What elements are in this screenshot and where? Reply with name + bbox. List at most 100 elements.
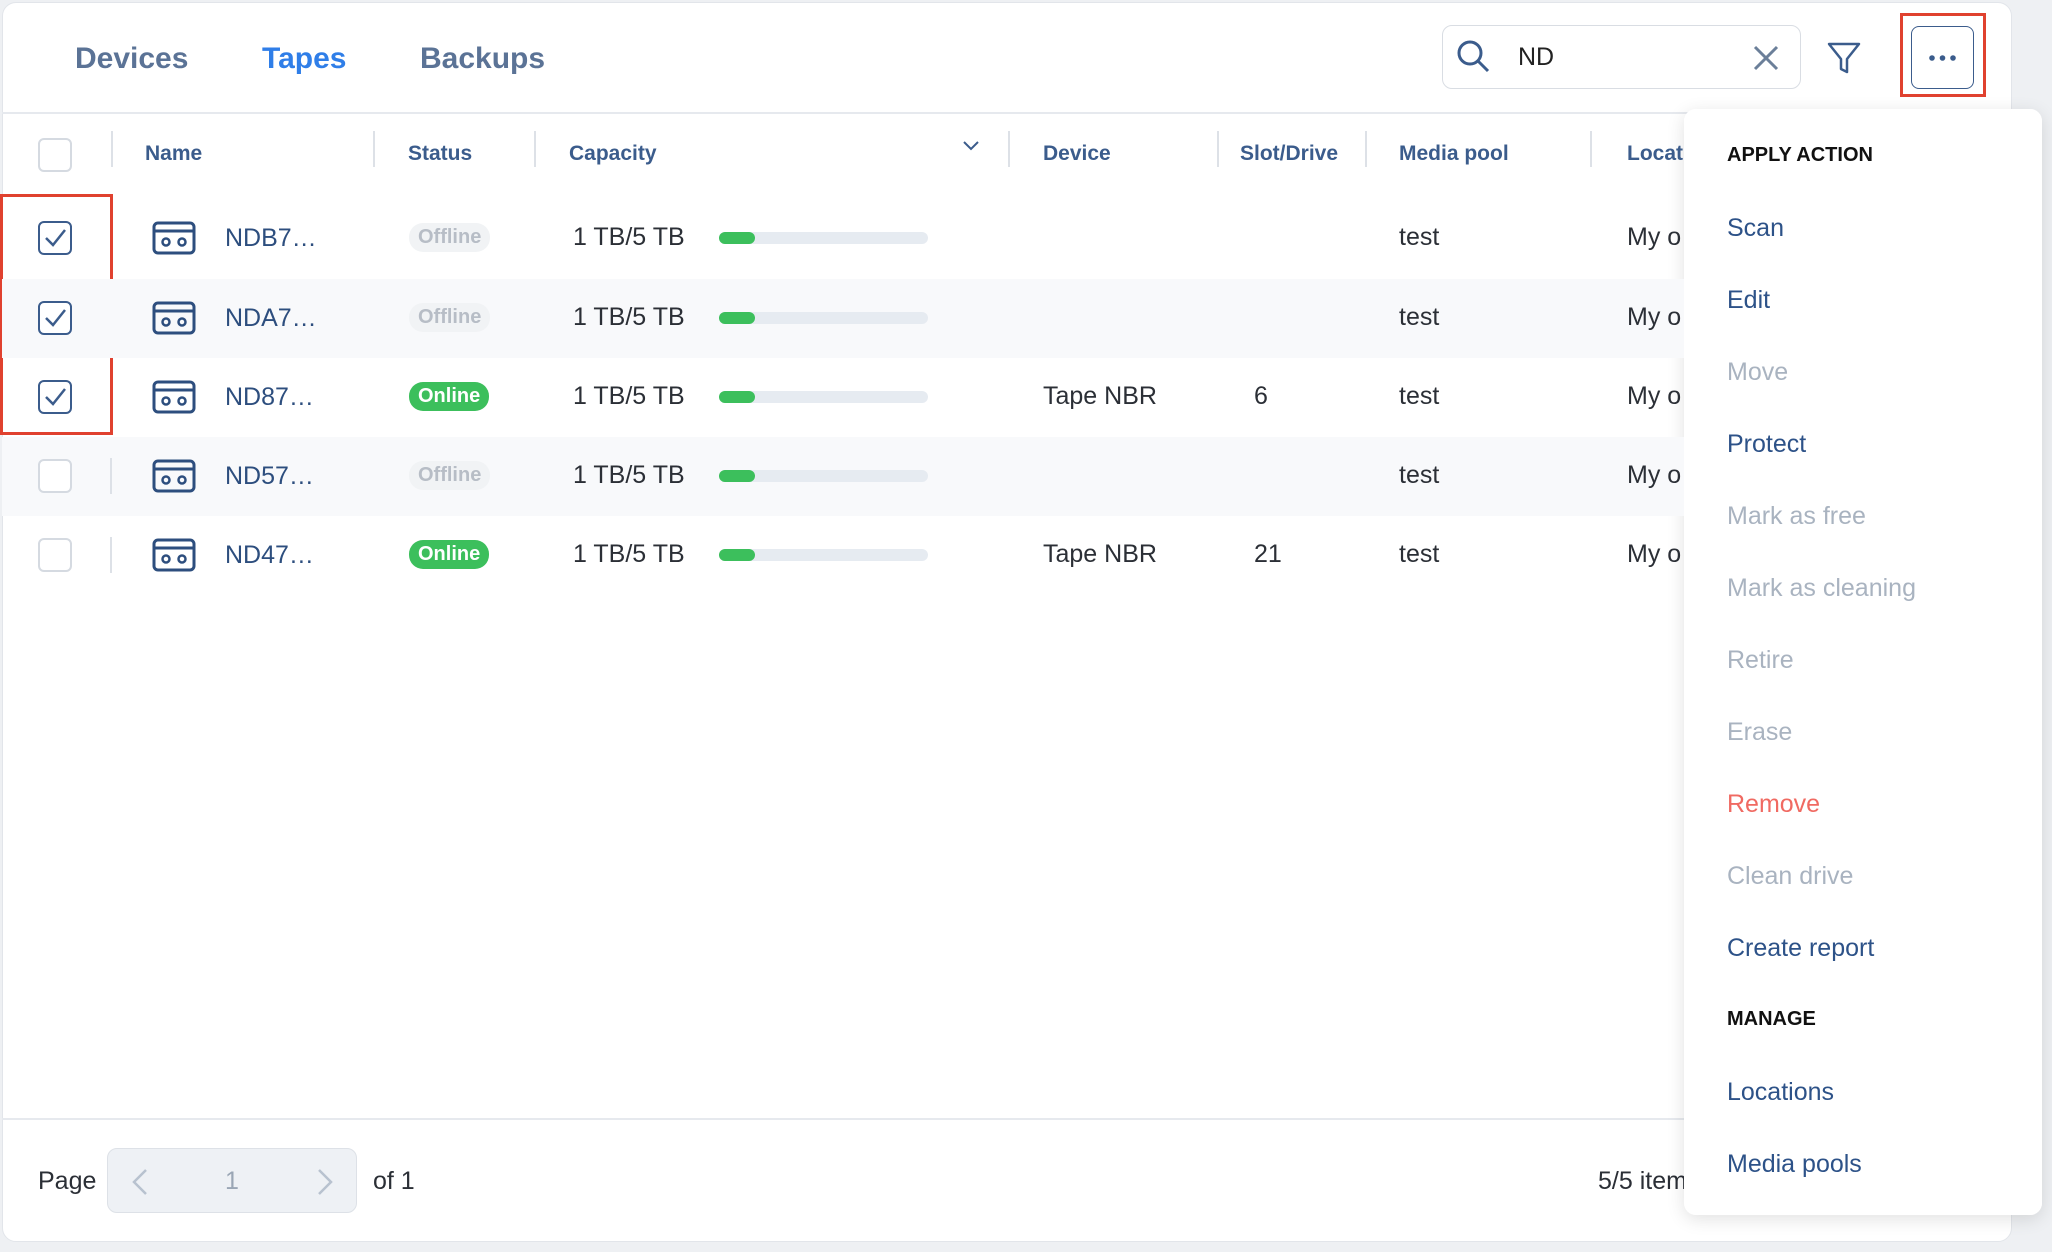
row-checkbox[interactable]: [38, 221, 72, 255]
menu-item[interactable]: Remove: [1727, 790, 1821, 818]
status-badge: Offline: [409, 223, 491, 252]
check-mark: [45, 309, 66, 327]
column-separator: [534, 131, 536, 167]
tab[interactable]: Backups: [420, 42, 546, 75]
menu-item[interactable]: Create report: [1727, 934, 1875, 962]
location: My o: [1627, 382, 1682, 410]
highlight: [1900, 13, 1986, 97]
menu-item: Mark as free: [1727, 502, 1866, 530]
menu-item[interactable]: Edit: [1727, 286, 1771, 314]
media-pool: test: [1399, 303, 1440, 331]
item-count: 5/5 item: [1598, 1167, 1687, 1195]
column-header[interactable]: Device: [1043, 142, 1111, 165]
tape-name[interactable]: ND47…: [225, 541, 314, 569]
capacity-fill: [719, 312, 755, 324]
tape-icon: [152, 220, 196, 261]
column-separator: [1590, 131, 1592, 167]
capacity-bar: [719, 549, 928, 561]
next-page[interactable]: [315, 1168, 335, 1196]
column-separator: [373, 131, 375, 167]
menu-item[interactable]: Scan: [1727, 214, 1784, 242]
tape-name[interactable]: ND87…: [225, 383, 314, 411]
menu-item: Mark as cleaning: [1727, 574, 1916, 602]
tab[interactable]: Devices: [75, 42, 189, 75]
column-separator: [111, 131, 113, 167]
column-header[interactable]: Media pool: [1399, 142, 1509, 165]
menu-surface: [1684, 109, 2042, 1215]
tape-icon: [152, 300, 196, 341]
tape-icon-svg: [152, 380, 196, 414]
media-pool: test: [1399, 540, 1440, 568]
capacity: 1 TB/5 TB: [573, 223, 685, 251]
column-separator: [1365, 131, 1367, 167]
column-separator: [1008, 131, 1010, 167]
device: Tape NBR: [1043, 382, 1157, 410]
panel: [2, 2, 2012, 1242]
page-label: Page: [38, 1167, 97, 1195]
status-badge: Offline: [409, 461, 491, 490]
capacity: 1 TB/5 TB: [573, 540, 685, 568]
capacity-bar: [719, 470, 928, 482]
footer-border: [2, 1118, 2010, 1120]
slot: 6: [1254, 382, 1268, 410]
tape-icon: [152, 458, 196, 499]
column-header[interactable]: Status: [408, 142, 473, 165]
slot: 21: [1254, 540, 1282, 568]
media-pool: test: [1399, 223, 1440, 251]
column-separator: [1217, 131, 1219, 167]
filter-button[interactable]: [1826, 40, 1862, 76]
menu-section-title: APPLY ACTION: [1727, 144, 1873, 166]
tape-name[interactable]: NDA7…: [225, 304, 317, 332]
page-number[interactable]: 1: [225, 1167, 239, 1195]
column-header[interactable]: Locat: [1627, 142, 1684, 165]
capacity-bar: [719, 232, 928, 244]
pager: [107, 1148, 357, 1213]
column-header[interactable]: Name: [145, 142, 203, 165]
tape-name[interactable]: NDB7…: [225, 224, 317, 252]
prev-page[interactable]: [130, 1168, 150, 1196]
sort-icon[interactable]: [962, 140, 980, 152]
row-checkbox[interactable]: [38, 380, 72, 414]
capacity-bar: [719, 391, 928, 403]
more-icon: [1929, 55, 1956, 61]
tape-icon-svg: [152, 459, 196, 493]
search-box[interactable]: [1442, 25, 1801, 89]
location: My o: [1627, 540, 1682, 568]
tab[interactable]: Tapes: [262, 42, 347, 75]
capacity-fill: [719, 470, 755, 482]
capacity: 1 TB/5 TB: [573, 461, 685, 489]
tape-icon-svg: [152, 301, 196, 335]
status-badge: Offline: [409, 303, 491, 332]
tape-name[interactable]: ND57…: [225, 462, 314, 490]
capacity: 1 TB/5 TB: [573, 303, 685, 331]
tape-icon-svg: [152, 221, 196, 255]
menu-item[interactable]: Locations: [1727, 1078, 1835, 1106]
select-all[interactable]: [38, 138, 72, 172]
clear-search[interactable]: [1752, 44, 1780, 72]
capacity-bar: [719, 312, 928, 324]
row-checkbox[interactable]: [38, 538, 72, 572]
more-button[interactable]: [1911, 26, 1974, 89]
device: Tape NBR: [1043, 540, 1157, 568]
menu-item: Retire: [1727, 646, 1794, 674]
check-mark: [45, 388, 66, 406]
tape-icon: [152, 379, 196, 420]
column-header[interactable]: Capacity: [569, 142, 657, 165]
menu-section-title: MANAGE: [1727, 1008, 1816, 1030]
status-badge: Online: [409, 540, 490, 569]
search-icon: [1457, 40, 1490, 73]
tape-icon-svg: [152, 538, 196, 572]
media-pool: test: [1399, 382, 1440, 410]
tape-icon: [152, 537, 196, 578]
search-value[interactable]: ND: [1518, 43, 1555, 71]
status-badge: Online: [409, 382, 490, 411]
menu-item[interactable]: Media pools: [1727, 1150, 1862, 1178]
menu-item[interactable]: Protect: [1727, 430, 1807, 458]
column-header[interactable]: Slot/Drive: [1240, 142, 1339, 165]
row-separator: [110, 537, 112, 573]
row-checkbox[interactable]: [38, 459, 72, 493]
row-checkbox[interactable]: [38, 301, 72, 335]
media-pool: test: [1399, 461, 1440, 489]
location: My o: [1627, 223, 1682, 251]
